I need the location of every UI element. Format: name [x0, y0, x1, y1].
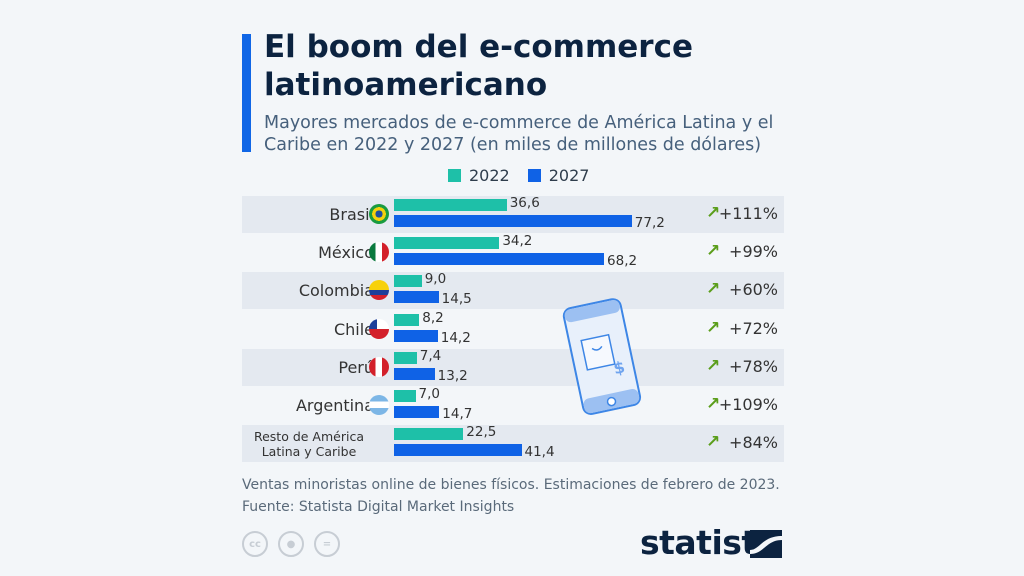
peru-flag-icon	[369, 356, 389, 377]
data-label-2022: 7,0	[418, 386, 441, 402]
mexico-flag-icon	[369, 242, 389, 263]
svg-text:$: $	[612, 357, 627, 378]
chile-flag-icon	[369, 318, 389, 339]
trend-up-arrow-icon: ↗	[706, 203, 721, 223]
data-label-2022: 36,6	[509, 195, 540, 211]
data-label-2022: 22,5	[466, 424, 497, 441]
growth-label: +60%	[729, 280, 778, 300]
trend-up-arrow-icon: ↗	[706, 394, 721, 414]
chart-title: El boom del e-commerce latinoamericano	[264, 29, 693, 103]
bar-2027	[394, 253, 605, 266]
bar-2027	[394, 329, 438, 342]
category-label: México	[318, 243, 374, 263]
colombia-flag-icon	[369, 280, 389, 301]
legend-item-2022: 2022	[448, 166, 510, 185]
footer: Ventas minoristas online de bienes físic…	[242, 474, 780, 518]
category-label: Colombia	[298, 281, 374, 301]
data-label-2027: 77,2	[634, 215, 665, 231]
legend-item-2027: 2027	[527, 166, 590, 185]
category-label: Brasil	[329, 205, 374, 224]
growth-label: +99%	[729, 242, 778, 262]
bar-row: Brasil 36,6 77,2 ↗ +111%	[242, 195, 784, 233]
data-label-2027: 41,4	[524, 444, 555, 461]
data-label-2022: 7,4	[419, 347, 442, 364]
growth-label: +84%	[729, 433, 778, 453]
bar-2022	[394, 275, 422, 288]
title-accent-bar	[242, 34, 251, 152]
bar-row: Colombia 9,0 14,5 ↗ +60%	[242, 271, 784, 310]
smartphone-shopping-illustration: $	[562, 298, 642, 415]
creative-commons-icon[interactable]: cc	[242, 531, 268, 557]
no-derivatives-icon[interactable]: =	[314, 531, 340, 557]
data-label-2027: 14,7	[442, 406, 473, 422]
legend-label-2022: 2022	[469, 166, 510, 185]
bar-2027	[394, 291, 439, 304]
trend-up-arrow-icon: ↗	[706, 432, 721, 453]
data-label-2022: 9,0	[424, 271, 447, 288]
footer-source: Fuente: Statista Digital Market Insights	[242, 499, 515, 515]
data-label-2027: 68,2	[607, 253, 638, 270]
data-label-2027: 14,2	[440, 329, 471, 346]
trend-up-arrow-icon: ↗	[706, 279, 721, 300]
trend-up-arrow-icon: ↗	[706, 355, 721, 376]
legend-label-2027: 2027	[548, 166, 590, 185]
bar-row: México 34,2 68,2 ↗ +99%	[242, 233, 784, 271]
trend-up-arrow-icon: ↗	[706, 317, 721, 338]
chart-subtitle: Mayores mercados de e-commerce de Améric…	[264, 113, 774, 155]
legend-swatch-2022	[448, 169, 461, 182]
data-label-2022: 34,2	[502, 233, 533, 250]
legend-swatch-2027	[527, 169, 541, 182]
bar-2022	[394, 390, 416, 402]
trend-up-arrow-icon: ↗	[706, 241, 721, 262]
statista-logo-mark-icon	[750, 530, 782, 558]
data-label-2027: 14,5	[441, 291, 472, 308]
bar-2027	[394, 444, 522, 457]
bar-row: Chile 8,2 14,2 ↗ +72%	[242, 309, 784, 348]
legend: 2022 2027	[448, 166, 589, 185]
growth-label: +109%	[718, 395, 778, 414]
growth-label: +111%	[718, 204, 778, 223]
bar-2027	[394, 215, 632, 227]
growth-label: +78%	[729, 356, 778, 376]
bar-2027	[394, 367, 435, 380]
bar-2022	[394, 237, 500, 250]
category-label: Perú	[338, 357, 374, 377]
bar-row: Resto de América Latina y Caribe 22,5 41,4…	[242, 424, 784, 463]
category-label: Resto de América Latina y Caribe	[253, 428, 364, 459]
data-label-2022: 8,2	[422, 309, 444, 326]
bar-2027	[394, 406, 440, 418]
bar-2022	[394, 199, 507, 211]
bar-row: Perú 7,4 13,2 ↗ +78%	[242, 347, 784, 386]
data-label-2027: 13,2	[437, 367, 468, 384]
argentina-flag-icon	[369, 395, 389, 415]
category-label: Chile	[333, 319, 374, 339]
bar-2022	[394, 351, 417, 364]
growth-label: +72%	[729, 318, 778, 338]
brazil-flag-icon	[369, 204, 389, 224]
footer-note: Ventas minoristas online de bienes físic…	[242, 477, 780, 493]
bar-2022	[394, 313, 420, 326]
attribution-person-icon[interactable]: ●	[278, 531, 304, 557]
category-label: Argentina	[295, 396, 374, 415]
bar-2022	[394, 428, 464, 441]
bar-row: Argentina 7,0 14,7 ↗ +109%	[242, 386, 784, 424]
